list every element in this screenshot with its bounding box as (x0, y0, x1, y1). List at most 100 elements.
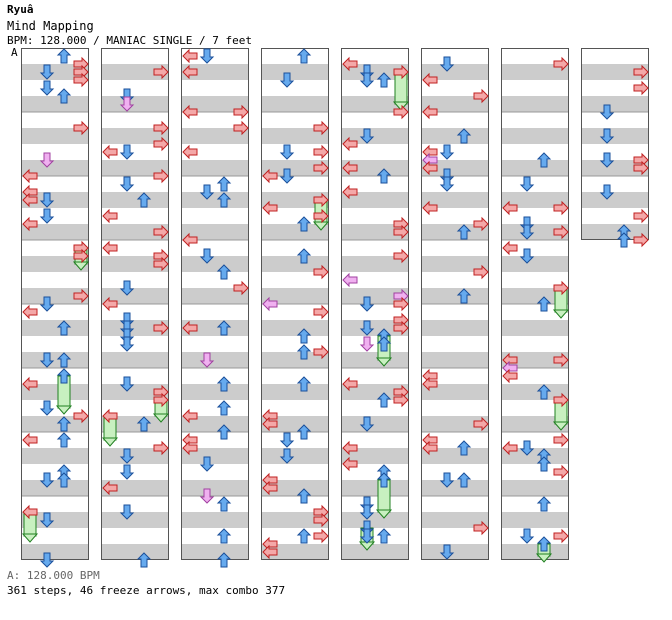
up-arrow-icon (56, 472, 72, 488)
up-arrow-icon (376, 336, 392, 352)
up-arrow-icon (216, 320, 232, 336)
up-arrow-icon (296, 248, 312, 264)
shock-arrow-icon (199, 488, 215, 504)
right-arrow-icon (633, 232, 649, 248)
right-arrow-icon (153, 136, 169, 152)
left-arrow-icon (22, 304, 38, 320)
down-arrow-icon (439, 176, 455, 192)
up-arrow-icon (376, 528, 392, 544)
left-arrow-icon (342, 56, 358, 72)
down-arrow-icon (439, 472, 455, 488)
right-arrow-icon (73, 408, 89, 424)
left-arrow-icon (22, 432, 38, 448)
right-arrow-icon (393, 296, 409, 312)
right-arrow-icon (233, 120, 249, 136)
left-arrow-icon (262, 480, 278, 496)
right-arrow-icon (153, 320, 169, 336)
down-arrow-icon (519, 176, 535, 192)
down-arrow-icon (359, 504, 375, 520)
down-arrow-icon (519, 248, 535, 264)
shock-arrow-icon (342, 272, 358, 288)
freeze-arrow-icon (552, 287, 570, 319)
right-arrow-icon (233, 280, 249, 296)
down-arrow-icon (599, 104, 615, 120)
right-arrow-icon (153, 64, 169, 80)
left-arrow-icon (22, 504, 38, 520)
down-arrow-icon (119, 504, 135, 520)
right-arrow-icon (313, 528, 329, 544)
chart-column (21, 48, 89, 560)
down-arrow-icon (39, 352, 55, 368)
up-arrow-icon (536, 384, 552, 400)
up-arrow-icon (536, 296, 552, 312)
down-arrow-icon (39, 208, 55, 224)
up-arrow-icon (536, 496, 552, 512)
right-arrow-icon (233, 104, 249, 120)
left-arrow-icon (182, 104, 198, 120)
left-arrow-icon (22, 216, 38, 232)
up-arrow-icon (376, 168, 392, 184)
right-arrow-icon (633, 80, 649, 96)
right-arrow-icon (73, 120, 89, 136)
left-arrow-icon (102, 408, 118, 424)
left-arrow-icon (502, 368, 518, 384)
left-arrow-icon (182, 440, 198, 456)
up-arrow-icon (456, 288, 472, 304)
up-arrow-icon (376, 72, 392, 88)
down-arrow-icon (199, 184, 215, 200)
bpm-summary: A: 128.000 BPM (7, 569, 100, 582)
right-arrow-icon (633, 160, 649, 176)
down-arrow-icon (599, 184, 615, 200)
right-arrow-icon (393, 224, 409, 240)
down-arrow-icon (439, 544, 455, 560)
right-arrow-icon (553, 528, 569, 544)
up-arrow-icon (536, 456, 552, 472)
down-arrow-icon (519, 440, 535, 456)
down-arrow-icon (359, 72, 375, 88)
left-arrow-icon (502, 440, 518, 456)
left-arrow-icon (262, 544, 278, 560)
left-arrow-icon (342, 376, 358, 392)
left-arrow-icon (422, 440, 438, 456)
up-arrow-icon (136, 416, 152, 432)
down-arrow-icon (279, 72, 295, 88)
left-arrow-icon (502, 240, 518, 256)
shock-arrow-icon (359, 336, 375, 352)
left-arrow-icon (342, 136, 358, 152)
right-arrow-icon (553, 56, 569, 72)
down-arrow-icon (279, 448, 295, 464)
left-arrow-icon (342, 160, 358, 176)
down-arrow-icon (119, 448, 135, 464)
right-arrow-icon (633, 208, 649, 224)
down-arrow-icon (119, 176, 135, 192)
right-arrow-icon (73, 72, 89, 88)
up-arrow-icon (216, 424, 232, 440)
right-arrow-icon (153, 392, 169, 408)
left-arrow-icon (182, 144, 198, 160)
right-arrow-icon (73, 248, 89, 264)
down-arrow-icon (119, 336, 135, 352)
down-arrow-icon (519, 224, 535, 240)
up-arrow-icon (56, 416, 72, 432)
left-arrow-icon (102, 208, 118, 224)
left-arrow-icon (262, 416, 278, 432)
up-arrow-icon (56, 320, 72, 336)
right-arrow-icon (313, 304, 329, 320)
right-arrow-icon (313, 264, 329, 280)
up-arrow-icon (216, 264, 232, 280)
up-arrow-icon (456, 440, 472, 456)
artist-name: Ryuâ (7, 3, 34, 16)
freeze-arrow-icon (552, 399, 570, 431)
column-frame (581, 48, 649, 240)
down-arrow-icon (439, 144, 455, 160)
up-arrow-icon (536, 152, 552, 168)
left-arrow-icon (22, 192, 38, 208)
up-arrow-icon (616, 232, 632, 248)
right-arrow-icon (553, 432, 569, 448)
right-arrow-icon (313, 144, 329, 160)
down-arrow-icon (39, 512, 55, 528)
chart-meta: BPM: 128.000 / MANIAC SINGLE / 7 feet (7, 34, 253, 47)
right-arrow-icon (313, 512, 329, 528)
left-arrow-icon (22, 376, 38, 392)
down-arrow-icon (39, 400, 55, 416)
